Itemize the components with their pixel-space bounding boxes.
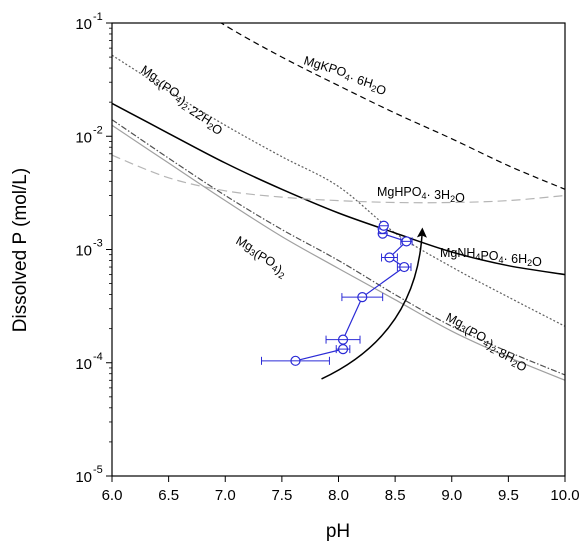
curves-layer <box>112 23 565 381</box>
x-tick-label: 8.5 <box>385 487 406 504</box>
y-tick-label: 10 <box>75 129 92 146</box>
curve-label-mghpo4: MgHPO4· 3H2O <box>377 185 465 205</box>
series-line-mg3-po4-2-22h2o <box>112 54 565 327</box>
series-line-mg3-po4-2-8h2o <box>112 119 565 376</box>
y-tick-label: 10 <box>75 16 92 33</box>
curve-label-mg3po4_8: Mg3(PO4)2·8H2O <box>438 310 534 375</box>
y-axis-title: Dissolved P (mol/L) <box>10 168 31 332</box>
measured-data-layer <box>260 220 427 380</box>
y-tick-exponent: -1 <box>93 11 103 23</box>
curve-labels-layer: MgKPO4· 6H2O Mg3(PO4)2·22H2O MgHPO4· 3H2O M… <box>132 53 542 375</box>
y-tick-label: 10 <box>75 243 92 260</box>
y-tick-label: 10 <box>75 469 92 486</box>
series-line-mgkpo4-6h2o <box>220 23 565 190</box>
measured-connecting-line <box>295 225 408 362</box>
y-tick-exponent: -4 <box>93 351 103 363</box>
x-tick-label: 6.0 <box>102 487 123 504</box>
x-tick-label: 9.0 <box>441 487 462 504</box>
curve-label-mg3po4: Mg3(PO4)2 <box>230 233 292 281</box>
trend-arrow <box>321 227 427 380</box>
x-axis-title: pH <box>326 521 350 542</box>
y-tick-exponent: -2 <box>93 124 103 136</box>
y-tick-exponent: -5 <box>93 464 103 476</box>
curve-label-mg3po4_22: Mg3(PO4)2·22H2O <box>132 63 231 139</box>
series-line-mghpo4-3h2o <box>112 154 565 204</box>
x-tick-label: 6.5 <box>158 487 179 504</box>
x-tick-label: 7.0 <box>215 487 236 504</box>
series-line-mgnh4po4-6h2o <box>112 102 565 276</box>
axes-layer: 6.0 6.5 7.0 7.5 8.0 8.5 9.0 9.5 10.010-510-410-3… <box>75 11 579 504</box>
curve-label-struvite: MgNH4PO4· 6H2O <box>440 246 542 269</box>
x-tick-label: 10.0 <box>550 487 579 504</box>
x-tick-label: 9.5 <box>498 487 519 504</box>
y-tick-exponent: -3 <box>93 238 103 250</box>
curve-label-mgkpo4: MgKPO4· 6H2O <box>300 53 389 98</box>
series-line-mg3-po4-2 <box>112 124 565 381</box>
y-tick-label: 10 <box>75 356 92 373</box>
x-tick-label: 7.5 <box>271 487 292 504</box>
x-tick-label: 8.0 <box>328 487 349 504</box>
